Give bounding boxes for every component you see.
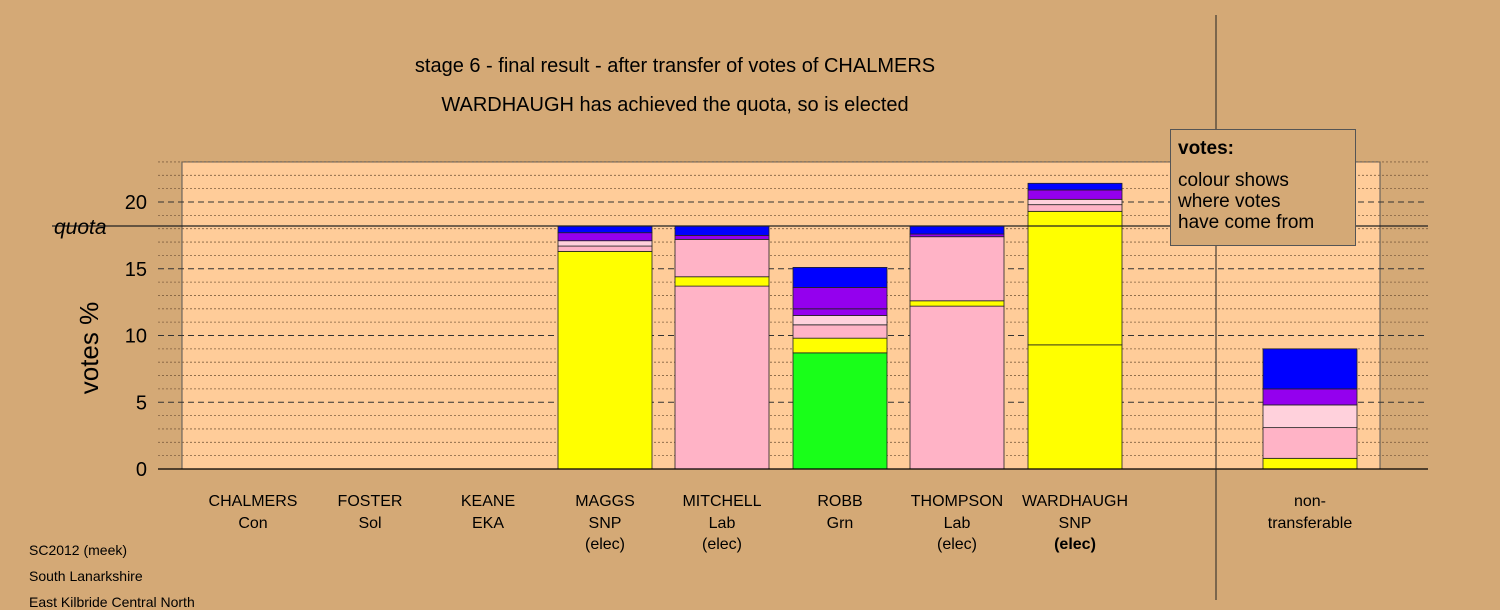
quota-label: quota: [54, 216, 107, 239]
chart-subtitle: WARDHAUGH has achieved the quota, so is …: [441, 94, 909, 116]
candidate-party: transferable: [1267, 514, 1353, 532]
bar-segment: [557, 225, 653, 234]
bar-segment: [1027, 344, 1123, 470]
bar-segment: [1262, 427, 1358, 459]
bar-segment: [792, 352, 888, 470]
candidate-status: (elec): [701, 536, 742, 553]
footer-ward: East Kilbride Central North: [29, 594, 195, 610]
bar-segment: [792, 267, 888, 288]
candidate-name: ROBB: [817, 493, 863, 510]
candidate-party: SNP: [1058, 514, 1092, 532]
bar-segment: [909, 236, 1005, 302]
bar-segment: [1262, 388, 1358, 406]
candidate-party: Lab: [708, 514, 736, 532]
candidate-party: SNP: [588, 514, 622, 532]
bar-segment: [1027, 198, 1123, 206]
bar-segment: [909, 305, 1005, 470]
bar-segment: [1262, 404, 1358, 429]
bar-segment: [557, 240, 653, 247]
bar-segment: [674, 276, 770, 287]
bar-segment: [792, 287, 888, 310]
candidate-party: Lab: [943, 514, 971, 532]
bar-segment: [792, 337, 888, 354]
bar-segment: [792, 308, 888, 316]
bar-segment: [674, 234, 770, 240]
legend: votes: colour shows where votes have com…: [1170, 129, 1356, 246]
bar-segment: [674, 285, 770, 470]
candidate-name: WARDHAUGH: [1021, 493, 1129, 510]
candidate-name: MITCHELL: [682, 493, 762, 510]
y-tick-label: 20: [125, 192, 147, 214]
candidate-label: ROBB Grn: [785, 491, 895, 534]
bar-segment: [909, 233, 1005, 238]
candidate-party: Con: [238, 514, 268, 532]
y-tick-label: 15: [125, 259, 147, 281]
bar-segment: [1027, 189, 1123, 200]
candidate-label: MITCHELL Lab (elec): [667, 491, 777, 556]
candidate-status: (elec): [584, 536, 625, 553]
candidate-name: non-: [1293, 493, 1327, 510]
candidate-name: THOMPSON: [910, 493, 1004, 510]
candidate-label: MAGGS SNP (elec): [550, 491, 660, 556]
candidate-party: Grn: [826, 514, 854, 532]
bar-segment: [1027, 182, 1123, 191]
candidate-label: THOMPSON Lab (elec): [902, 491, 1012, 556]
bar-segment: [909, 225, 1005, 235]
candidate-label: FOSTER Sol: [315, 491, 425, 534]
bar-segment: [674, 225, 770, 236]
bar-segment: [1027, 210, 1123, 346]
candidate-label: WARDHAUGH SNP (elec): [1020, 491, 1130, 556]
bar-segment: [1027, 204, 1123, 212]
candidate-label: non-transferable: [1255, 491, 1365, 534]
candidate-label: CHALMERS Con: [198, 491, 308, 534]
legend-line: have come from: [1178, 212, 1315, 233]
candidate-name: CHALMERS: [208, 493, 298, 510]
footer-method: SC2012 (meek): [29, 542, 128, 558]
bar-segment: [792, 324, 888, 339]
candidate-status: (elec): [1054, 536, 1096, 553]
footer-council: South Lanarkshire: [29, 568, 143, 584]
bar-segment: [792, 315, 888, 326]
candidate-name: FOSTER: [337, 493, 403, 510]
bar-segment: [1262, 348, 1358, 390]
bar-segment: [557, 245, 653, 252]
bar-segment: [674, 238, 770, 278]
y-tick-label: 0: [136, 459, 147, 481]
candidate-name: KEANE: [460, 493, 516, 510]
candidate-status: (elec): [936, 536, 977, 553]
y-tick-label: 10: [125, 326, 147, 348]
legend-title: votes:: [1178, 138, 1234, 159]
bar-segment: [909, 300, 1005, 307]
y-axis-label: votes %: [74, 302, 104, 395]
candidate-party: Sol: [358, 514, 382, 532]
bar-segment: [1262, 457, 1358, 470]
legend-line: where votes: [1178, 191, 1281, 212]
bar-segment: [557, 232, 653, 242]
legend-line: colour shows: [1178, 170, 1289, 191]
chart-title: stage 6 - final result - after transfer …: [414, 55, 936, 77]
candidate-party: EKA: [471, 514, 504, 532]
bar-segment: [557, 250, 653, 470]
y-tick-label: 5: [136, 392, 147, 414]
candidate-name: MAGGS: [575, 493, 635, 510]
candidate-label: KEANE EKA: [433, 491, 543, 534]
